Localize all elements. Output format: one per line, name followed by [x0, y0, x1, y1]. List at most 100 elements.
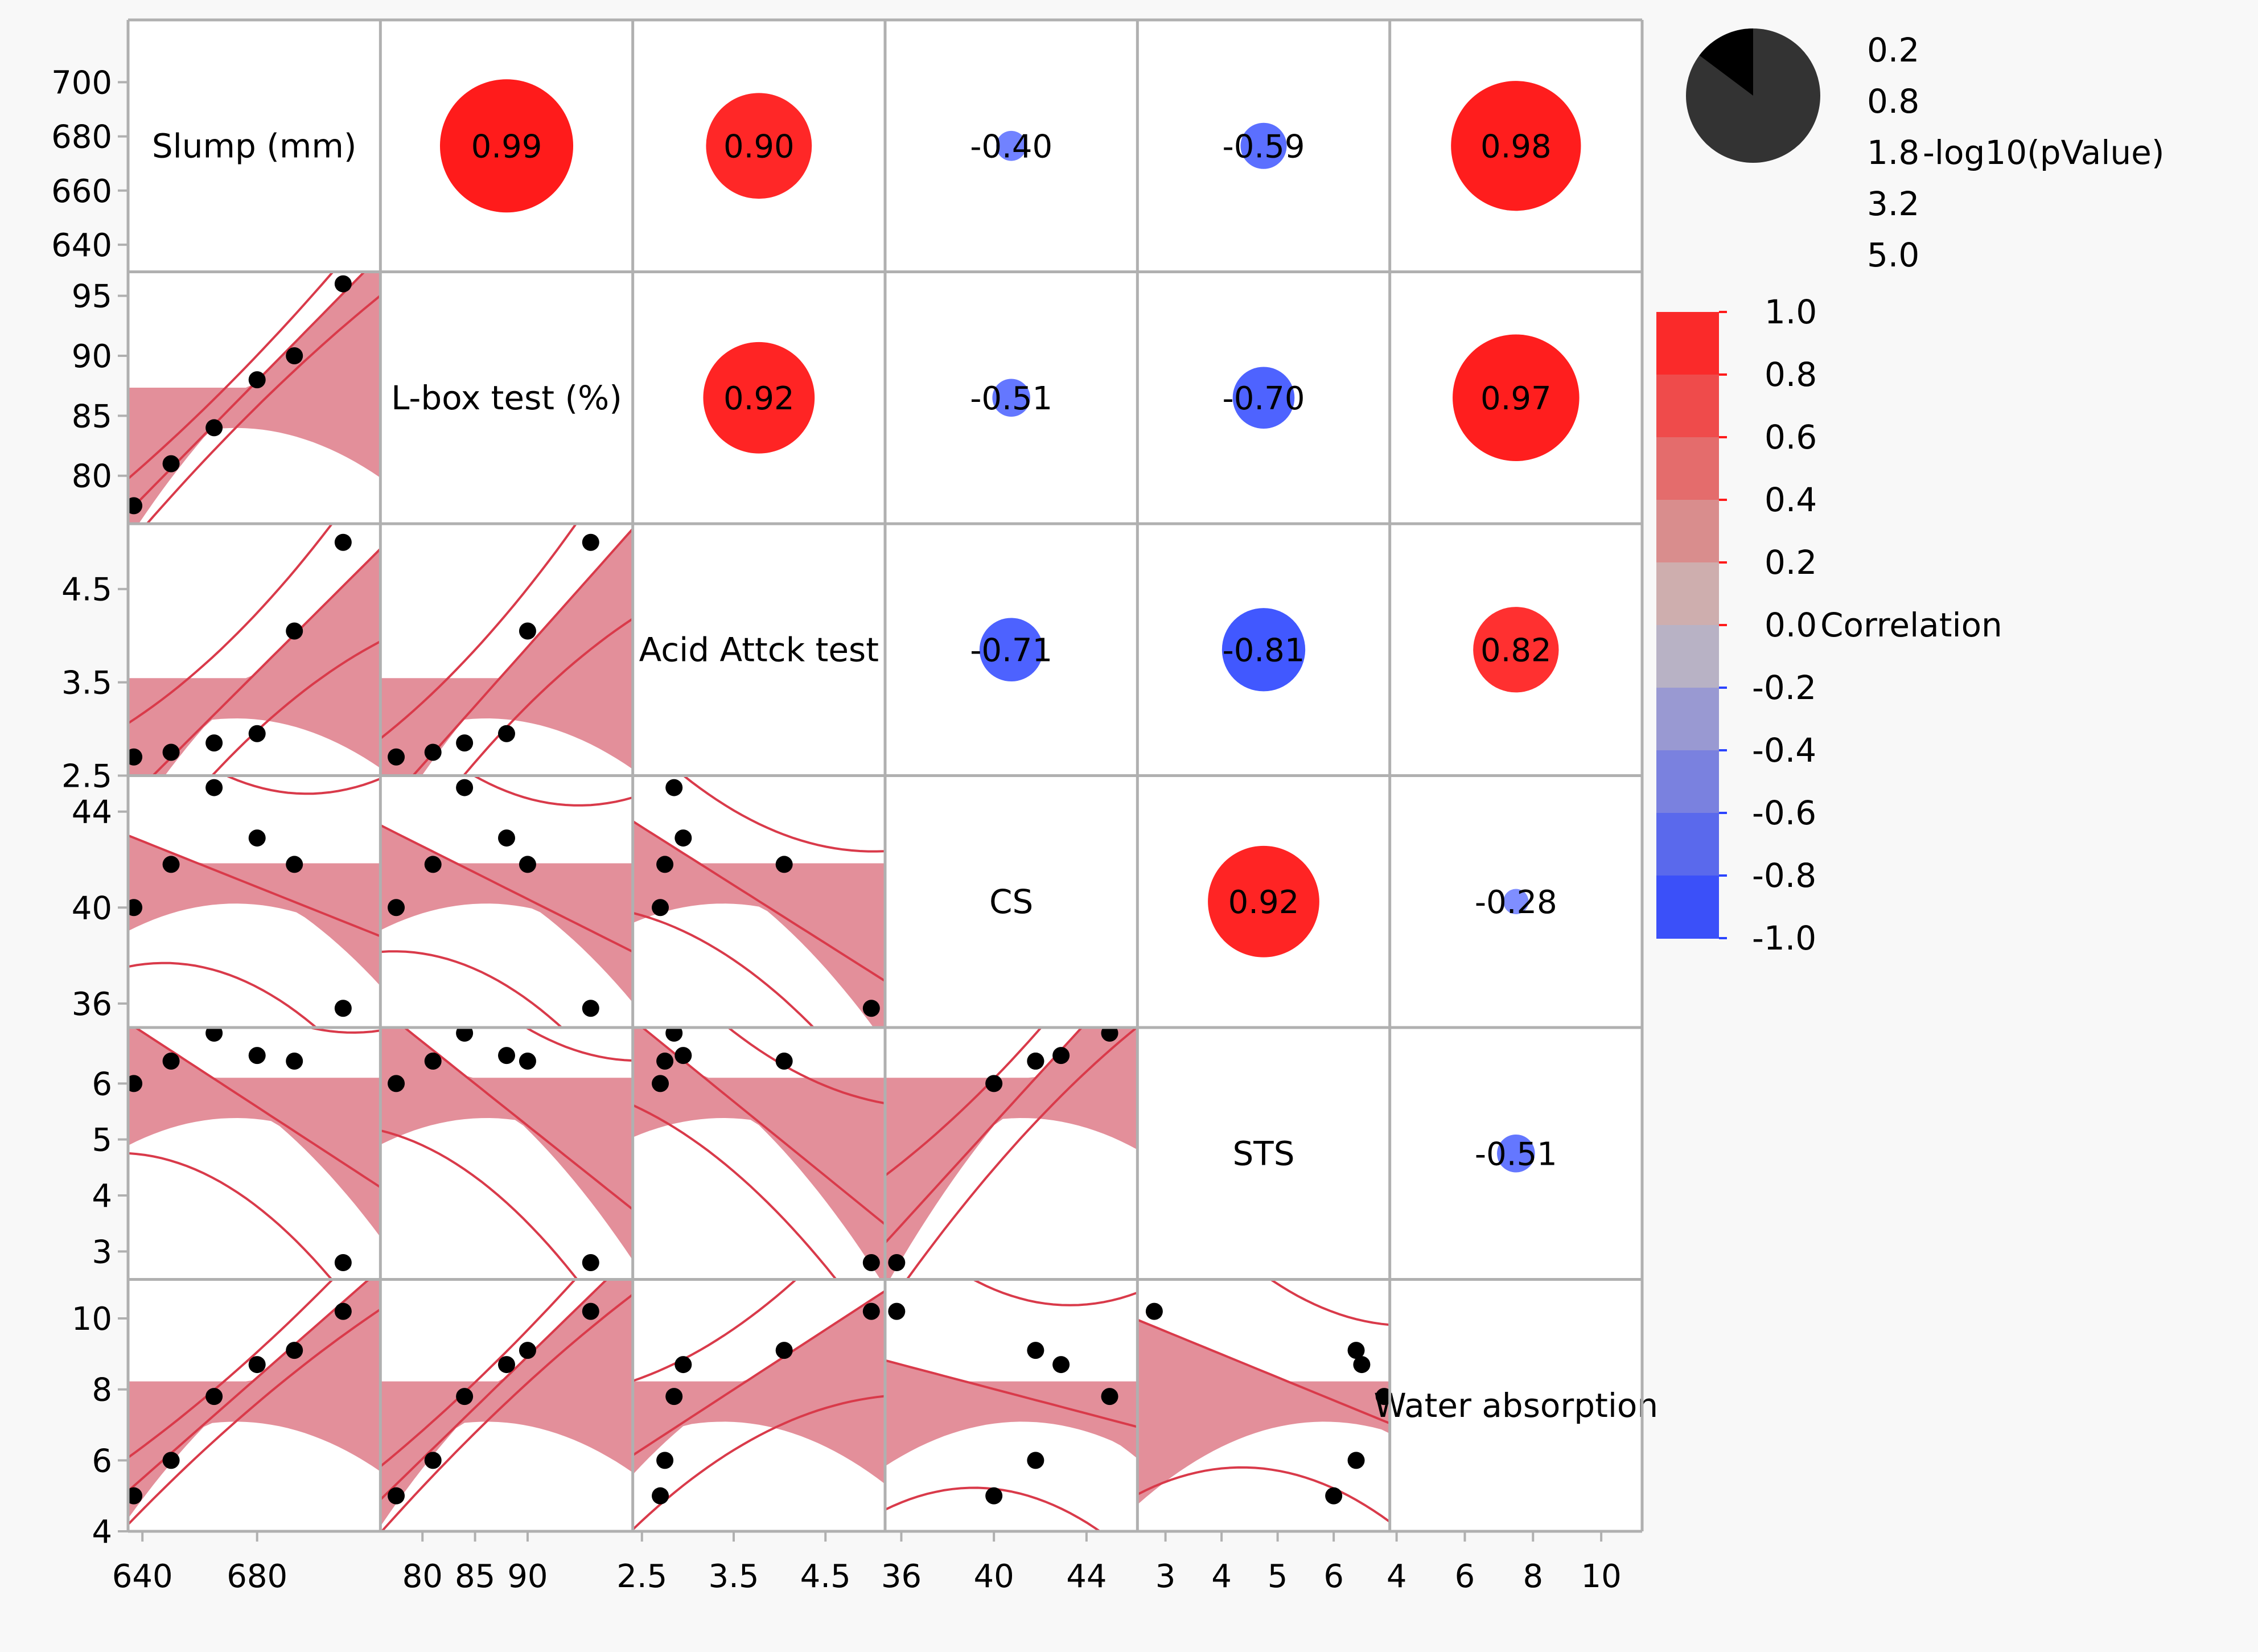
correlation-circle	[979, 618, 1043, 682]
y-tick-label: 3	[92, 1234, 112, 1271]
scatter-cell-sts-vs-cs	[885, 1028, 1138, 1280]
data-point	[424, 1452, 442, 1469]
correlation-cell: -0.51	[970, 379, 1052, 417]
cell-content	[128, 775, 381, 1028]
scatter-cell-water-vs-sts	[1137, 1279, 1390, 1523]
data-point	[205, 1028, 223, 1042]
y-tick-label: 660	[51, 173, 112, 210]
correlation-value: -0.71	[970, 632, 1052, 669]
data-point	[582, 1302, 599, 1320]
fit-line	[1137, 1318, 1390, 1425]
fit-line	[402, 1028, 633, 1211]
data-point	[162, 455, 180, 472]
data-point	[1101, 1028, 1118, 1042]
x-tick-label: 85	[455, 1558, 495, 1595]
diagonal-label-acid: Acid Attck test	[639, 631, 879, 669]
data-point	[424, 743, 442, 761]
scatter-cell-sts-vs-slump	[128, 1028, 381, 1280]
fit-line	[380, 824, 633, 953]
correlation-value: 0.97	[1480, 380, 1552, 417]
scatter-cell-water-vs-cs	[885, 1279, 1138, 1531]
x-tick-label: 40	[974, 1558, 1014, 1595]
data-point	[286, 856, 303, 873]
data-point	[1027, 1452, 1044, 1469]
prediction-upper	[681, 775, 885, 853]
prediction-lower	[380, 950, 564, 1028]
data-point	[862, 1000, 880, 1017]
data-point	[388, 1487, 405, 1505]
fit-line	[380, 1279, 608, 1501]
prediction-upper	[726, 1028, 885, 1105]
prediction-upper	[128, 272, 335, 480]
data-point	[456, 779, 474, 796]
y-tick-label: 2.5	[61, 758, 112, 795]
data-point	[862, 1302, 880, 1320]
correlation-swatch	[1656, 375, 1719, 438]
correlation-cell: 0.99	[439, 79, 574, 213]
x-tick-label: 2.5	[616, 1558, 667, 1595]
prediction-upper	[380, 524, 578, 739]
correlation-swatch	[1656, 876, 1719, 939]
data-point	[582, 1000, 599, 1017]
confidence-band	[632, 821, 885, 1028]
data-point	[248, 371, 266, 389]
scatter-cell-water-vs-slump	[128, 1279, 381, 1526]
scatter-cell-acid-vs-slump	[128, 524, 381, 776]
correlation-legend-value: 1.0	[1765, 293, 1817, 331]
confidence-band	[128, 549, 381, 776]
correlation-cell: -0.40	[970, 128, 1052, 165]
y-tick-label: 6	[92, 1443, 112, 1480]
diagonal-label-cs: CS	[989, 882, 1033, 921]
correlation-cell: 0.97	[1453, 334, 1580, 462]
pvalue-legend-value: 0.8	[1867, 82, 1919, 121]
y-tick-label: 95	[72, 278, 112, 315]
x-tick-label: 680	[227, 1558, 287, 1595]
fit-line	[632, 820, 885, 982]
correlation-legend-value: 0.4	[1765, 480, 1817, 519]
data-point	[334, 1302, 352, 1320]
confidence-band	[885, 1028, 1138, 1280]
y-tick-label: 6	[92, 1066, 112, 1103]
correlation-swatch	[1656, 688, 1719, 751]
scatter-cell-cs-vs-slump	[128, 775, 381, 1028]
diagonal-label-text: Acid Attck test	[639, 631, 879, 669]
x-tick-label: 8	[1523, 1558, 1543, 1595]
data-point	[248, 1356, 266, 1374]
scatter-cell-cs-vs-acid	[632, 775, 885, 1028]
prediction-upper	[224, 775, 381, 795]
data-point	[162, 1053, 180, 1070]
diagonal-label-text: L-box test (%)	[391, 379, 622, 417]
data-point	[1353, 1356, 1371, 1374]
data-point	[388, 1075, 405, 1092]
data-point	[162, 856, 180, 873]
correlation-circle	[1473, 607, 1559, 693]
scatter-cell-sts-vs-acid	[632, 1028, 885, 1280]
prediction-upper	[1268, 1279, 1390, 1326]
fit-line	[885, 1028, 1084, 1244]
prediction-upper	[885, 1028, 1043, 1177]
correlation-circle	[1221, 608, 1306, 692]
correlation-circle	[1497, 1134, 1535, 1173]
y-tick-label: 4	[92, 1514, 112, 1551]
data-point	[775, 1053, 793, 1070]
data-point	[334, 533, 352, 551]
correlation-circle	[1451, 81, 1581, 211]
cell-content	[885, 1028, 1138, 1280]
correlation-cell: -0.71	[970, 618, 1052, 682]
scatter-cell-sts-vs-lbox	[380, 1028, 633, 1280]
y-tick-label: 90	[72, 338, 112, 375]
x-tick-label: 4.5	[800, 1558, 851, 1595]
cell-content	[128, 524, 381, 776]
data-point	[456, 734, 474, 752]
prediction-lower	[128, 1152, 334, 1280]
confidence-band	[128, 835, 381, 986]
data-point	[1027, 1342, 1044, 1359]
correlation-legend-value: 0.8	[1765, 355, 1817, 394]
data-point	[1052, 1356, 1070, 1374]
cell-content	[1137, 1279, 1390, 1523]
diagonal-label-sts: STS	[1232, 1135, 1294, 1173]
correlation-circle	[706, 93, 812, 199]
correlation-legend-swatches	[1656, 311, 1727, 939]
data-point	[665, 1028, 683, 1042]
